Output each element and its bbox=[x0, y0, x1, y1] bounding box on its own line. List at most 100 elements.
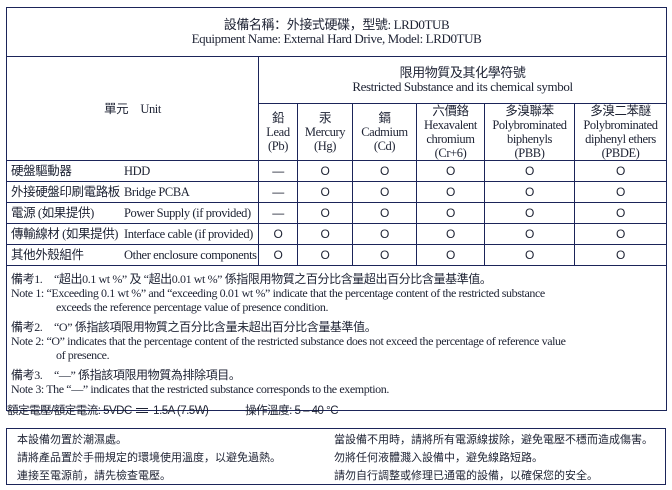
substance-cn: 鉛 bbox=[271, 111, 285, 125]
substance-mark: — bbox=[258, 160, 298, 182]
substance-mark: O bbox=[297, 160, 353, 182]
table-row: 電源 (如果提供) Power Supply (if provided) — O O O O… bbox=[6, 202, 668, 224]
dc-symbol-icon bbox=[136, 408, 149, 414]
substance-cn: 多溴聯苯 bbox=[505, 104, 554, 118]
substance-symbol: (Cr+6) bbox=[434, 146, 467, 160]
substance-mark: O bbox=[297, 223, 353, 245]
equipment-title: 設備名稱：外接式硬碟，型號: LRD0TUB Equipment Name: E… bbox=[5, 7, 668, 57]
substance-mark: O bbox=[258, 223, 298, 245]
substance-mark: O bbox=[484, 181, 575, 203]
note-en-cont: of presence. bbox=[56, 348, 110, 362]
safety-line: 請勿自行調整或修理已通電的設備，以確保您的安全。 bbox=[334, 469, 598, 482]
unit-en: Other enclosure components bbox=[124, 248, 257, 262]
note-en: Note 2: “O” indicates that the percentag… bbox=[11, 334, 566, 348]
substance-mark: O bbox=[416, 244, 485, 266]
note-3: 備考3. “—” 係指該項限用物質為排除項目。 Note 3: The “—” i… bbox=[11, 368, 662, 396]
restricted-cn: 限用物質及其化學符號 bbox=[399, 65, 526, 80]
substance-mark: O bbox=[416, 223, 485, 245]
substance-header: 六價鉻 Hexavalent chromium (Cr+6) bbox=[416, 103, 485, 161]
unit-en: Interface cable (if provided) bbox=[124, 227, 253, 241]
rohs-table: 設備名稱：外接式硬碟，型號: LRD0TUB Equipment Name: E… bbox=[5, 7, 668, 411]
substance-cn: 汞 bbox=[318, 111, 332, 125]
substance-en: Mercury bbox=[304, 125, 346, 139]
substance-mark: O bbox=[484, 160, 575, 182]
unit-cn: 傳輸線材 (如果提供) bbox=[11, 227, 119, 241]
unit-name: 電源 (如果提供) Power Supply (if provided) bbox=[6, 202, 259, 224]
safety-notice: 本設備勿置於潮濕處。請將產品置於手冊規定的環境使用溫度，以避免過熱。 連接至電源前… bbox=[6, 428, 666, 485]
table-row: 外接硬盤印刷電路板 Bridge PCBA — O O O O O bbox=[6, 181, 668, 203]
note-1: 備考1. “超出0.1 wt %” 及 “超出0.01 wt %” 係指限用物質… bbox=[11, 272, 662, 314]
substance-mark: O bbox=[573, 244, 668, 266]
substance-mark: O bbox=[416, 160, 485, 182]
table-row: 其他外殼組件 Other enclosure components O O O O O O bbox=[6, 244, 668, 266]
substance-en: Polybrominated biphenyls bbox=[492, 118, 567, 146]
substance-mark: O bbox=[352, 181, 417, 203]
substance-header: 多溴聯苯 Polybrominated biphenyls (PBB) bbox=[484, 103, 575, 161]
table-row: 硬盤驅動器 HDD — O O O O O bbox=[6, 160, 668, 182]
operating-temp: 操作溫度: 5 – 40 °C bbox=[245, 405, 339, 417]
substance-symbol: (Pb) bbox=[268, 139, 288, 153]
substance-mark: — bbox=[258, 181, 298, 203]
restricted-header: 限用物質及其化學符號 Restricted Substance and its … bbox=[257, 56, 668, 104]
substance-cn: 鎘 bbox=[378, 111, 391, 125]
substance-en: Lead bbox=[266, 125, 290, 139]
substance-mark: O bbox=[416, 202, 485, 224]
unit-en: Bridge PCBA bbox=[124, 185, 190, 199]
safety-line: 勿將任何液體濺入設備中，避免線路短路。 bbox=[334, 451, 543, 464]
substance-symbol: (Hg) bbox=[313, 139, 336, 153]
unit-en: Power Supply (if provided) bbox=[124, 206, 251, 220]
unit-cn: 電源 (如果提供) bbox=[11, 206, 94, 220]
substance-cn: 六價鉻 bbox=[432, 104, 469, 118]
note-cn: 備考1. “超出0.1 wt %” 及 “超出0.01 wt %” 係指限用物質… bbox=[11, 272, 492, 286]
substance-mark: O bbox=[297, 181, 353, 203]
substance-mark: O bbox=[352, 244, 417, 266]
substance-mark: O bbox=[484, 244, 575, 266]
substance-mark: O bbox=[484, 202, 575, 224]
substance-symbol: (PBDE) bbox=[601, 146, 640, 160]
substance-mark: O bbox=[484, 223, 575, 245]
title-cn: 設備名稱：外接式硬碟，型號: LRD0TUB bbox=[223, 17, 450, 32]
notes: 備考1. “超出0.1 wt %” 及 “超出0.01 wt %” 係指限用物質… bbox=[5, 265, 668, 411]
substance-mark: O bbox=[416, 181, 485, 203]
substance-header: 多溴二苯醚 Polybrominated diphenyl ethers (PBDE… bbox=[573, 103, 668, 161]
substance-symbol: (PBB) bbox=[514, 146, 545, 160]
substance-en: Hexavalent chromium bbox=[424, 118, 477, 146]
substance-header: 汞 Mercury (Hg) bbox=[297, 103, 353, 161]
substance-en: Polybrominated diphenyl ethers bbox=[583, 118, 658, 146]
rating-line: 額定電壓/額定電流: 5VDC 1.5A (7.5W) 操作溫度: 5 – 40… bbox=[7, 402, 372, 418]
title-en: Equipment Name: External Hard Drive, Mod… bbox=[191, 31, 482, 46]
substance-mark: O bbox=[297, 244, 353, 266]
unit-cn: 硬盤驅動器 bbox=[11, 164, 72, 178]
unit-cn: 其他外殼組件 bbox=[11, 248, 84, 262]
note-en: Note 1: “Exceeding 0.1 wt %” and “exceed… bbox=[11, 286, 545, 300]
table-row: 傳輸線材 (如果提供) Interface cable (if provided)… bbox=[6, 223, 668, 245]
note-2: 備考2. “O” 係指該項限用物質之百分比含量未超出百分比含量基準值。 Note … bbox=[11, 320, 662, 362]
substance-mark: O bbox=[352, 223, 417, 245]
substance-mark: O bbox=[297, 202, 353, 224]
substance-symbol: (Cd) bbox=[373, 139, 396, 153]
substance-mark: O bbox=[352, 160, 417, 182]
note-en: Note 3: The “—” indicates that the restr… bbox=[11, 382, 389, 396]
substance-mark: O bbox=[573, 223, 668, 245]
power-rating: 額定電壓/額定電流: 5VDC 1.5A (7.5W) bbox=[7, 405, 209, 417]
unit-en: HDD bbox=[124, 164, 150, 178]
substance-mark: O bbox=[573, 160, 668, 182]
substance-en: Cadmium bbox=[361, 125, 408, 139]
safety-line: 請將產品置於手冊規定的環境使用溫度，以避免過熱。 bbox=[17, 451, 281, 464]
unit-header: 單元 Unit bbox=[6, 56, 259, 161]
safety-line: 連接至電源前，請先檢查電壓。 bbox=[17, 469, 171, 482]
safety-line: 本設備勿置於潮濕處。 bbox=[17, 433, 127, 446]
substance-mark: O bbox=[573, 202, 668, 224]
substance-mark: — bbox=[258, 202, 298, 224]
substance-mark: O bbox=[573, 181, 668, 203]
substance-header: 鉛 Lead (Pb) bbox=[258, 103, 298, 161]
unit-name: 其他外殼組件 Other enclosure components bbox=[6, 244, 259, 266]
note-cn: 備考3. “—” 係指該項限用物質為排除項目。 bbox=[11, 368, 241, 382]
note-en-cont: exceeds the reference percentage value o… bbox=[56, 300, 329, 314]
substance-mark: O bbox=[258, 244, 298, 266]
substance-cn: 多溴二苯醚 bbox=[590, 104, 651, 118]
unit-cn: 外接硬盤印刷電路板 bbox=[11, 185, 120, 199]
restricted-en: Restricted Substance and its chemical sy… bbox=[352, 79, 573, 94]
unit-name: 硬盤驅動器 HDD bbox=[6, 160, 259, 182]
substance-header: 鎘 Cadmium (Cd) bbox=[352, 103, 417, 161]
